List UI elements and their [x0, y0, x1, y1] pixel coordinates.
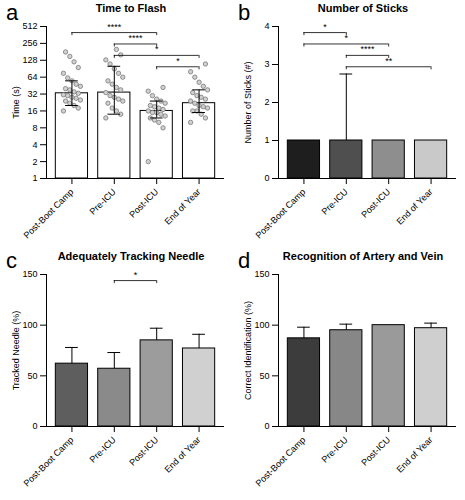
- svg-text:*: *: [134, 270, 138, 280]
- html-text:Recognition of Artery and Vein: Recognition of Artery and Vein: [282, 250, 444, 262]
- html-text:c: c: [6, 248, 17, 273]
- svg-text:*: *: [176, 56, 180, 66]
- html-text:Time to Flash: Time to Flash: [95, 2, 167, 14]
- svg-text:End of Year: End of Year: [395, 435, 435, 475]
- svg-text:Time (s): Time (s): [11, 86, 21, 119]
- svg-text:*: *: [155, 44, 159, 54]
- svg-text:**: **: [385, 56, 393, 66]
- svg-text:End of Year: End of Year: [395, 187, 435, 227]
- svg-text:End of Year: End of Year: [163, 435, 203, 475]
- svg-text:4: 4: [264, 21, 269, 31]
- svg-text:128: 128: [22, 55, 37, 65]
- svg-text:Post-ICU: Post-ICU: [359, 187, 392, 220]
- html-text:a: a: [6, 0, 19, 25]
- svg-text:Post-Boot Camp: Post-Boot Camp: [254, 435, 308, 489]
- svg-text:0: 0: [32, 421, 37, 431]
- svg-text:0: 0: [264, 421, 269, 431]
- svg-text:****: ****: [107, 22, 122, 32]
- svg-text:Post-ICU: Post-ICU: [359, 435, 392, 468]
- svg-text:Tracked Needle (%): Tracked Needle (%): [11, 311, 21, 391]
- svg-text:Pre-ICU: Pre-ICU: [320, 435, 350, 465]
- svg-text:****: ****: [128, 33, 143, 43]
- svg-text:3: 3: [264, 59, 269, 69]
- svg-text:150: 150: [254, 269, 269, 279]
- html-text:d: d: [238, 248, 251, 273]
- svg-text:1: 1: [264, 135, 269, 145]
- svg-text:0: 0: [264, 173, 269, 183]
- svg-text:Correct Identification (%): Correct Identification (%): [243, 301, 253, 400]
- svg-text:Post-Boot Camp: Post-Boot Camp: [22, 435, 76, 489]
- svg-text:Pre-ICU: Pre-ICU: [88, 435, 118, 465]
- svg-text:4: 4: [32, 140, 37, 150]
- svg-text:Pre-ICU: Pre-ICU: [320, 187, 350, 217]
- svg-text:64: 64: [27, 72, 37, 82]
- svg-text:Post-ICU: Post-ICU: [127, 187, 160, 220]
- svg-text:Number of Sticks (#): Number of Sticks (#): [243, 61, 253, 143]
- svg-text:512: 512: [22, 21, 37, 31]
- html-text:b: b: [238, 0, 251, 25]
- svg-text:16: 16: [27, 106, 37, 116]
- svg-text:50: 50: [259, 371, 269, 381]
- svg-text:Pre-ICU: Pre-ICU: [88, 187, 118, 217]
- svg-text:*: *: [323, 22, 327, 32]
- svg-text:1: 1: [32, 173, 37, 183]
- svg-text:Post-Boot Camp: Post-Boot Camp: [22, 187, 76, 241]
- svg-text:100: 100: [254, 320, 269, 330]
- svg-text:50: 50: [27, 371, 37, 381]
- svg-text:Post-ICU: Post-ICU: [127, 435, 160, 468]
- svg-text:End of Year: End of Year: [163, 187, 203, 227]
- html-text:Number of Sticks: Number of Sticks: [317, 2, 409, 14]
- svg-text:150: 150: [22, 269, 37, 279]
- html-text:Adequately Tracking Needle: Adequately Tracking Needle: [57, 250, 205, 262]
- svg-text:100: 100: [22, 320, 37, 330]
- svg-text:2: 2: [32, 156, 37, 166]
- svg-text:8: 8: [32, 123, 37, 133]
- svg-text:Post-Boot Camp: Post-Boot Camp: [254, 187, 308, 241]
- svg-text:256: 256: [22, 38, 37, 48]
- svg-text:32: 32: [27, 89, 37, 99]
- svg-text:2: 2: [264, 97, 269, 107]
- svg-text:*: *: [345, 33, 349, 43]
- svg-text:****: ****: [360, 44, 375, 54]
